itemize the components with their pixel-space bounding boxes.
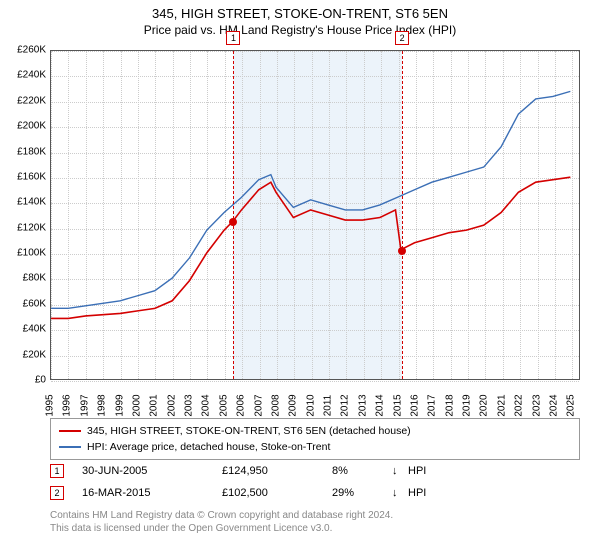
y-tick-label: £200K	[0, 121, 46, 132]
y-tick-label: £80K	[0, 273, 46, 284]
x-tick-label: 2001	[149, 394, 160, 416]
sale-date: 16-MAR-2015	[82, 487, 222, 499]
x-tick-label: 2022	[514, 394, 525, 416]
sale-hpi-label: HPI	[408, 487, 426, 499]
chart-subtitle: Price paid vs. HM Land Registry's House …	[0, 21, 600, 41]
y-tick-label: £160K	[0, 171, 46, 182]
chart-title: 345, HIGH STREET, STOKE-ON-TRENT, ST6 5E…	[0, 0, 600, 21]
down-arrow-icon: ↓	[392, 465, 408, 477]
series-red	[51, 177, 570, 318]
marker-badge: 1	[226, 31, 240, 45]
x-tick-label: 2017	[427, 394, 438, 416]
legend-label: 345, HIGH STREET, STOKE-ON-TRENT, ST6 5E…	[87, 425, 411, 437]
x-tick-label: 2012	[340, 394, 351, 416]
x-tick-label: 1997	[79, 394, 90, 416]
x-tick-label: 1999	[114, 394, 125, 416]
x-tick-label: 2004	[201, 394, 212, 416]
legend-row: 345, HIGH STREET, STOKE-ON-TRENT, ST6 5E…	[59, 423, 571, 439]
legend-swatch-blue	[59, 446, 81, 448]
x-tick-label: 2020	[479, 394, 490, 416]
x-tick-label: 2002	[166, 394, 177, 416]
x-tick-label: 2019	[462, 394, 473, 416]
y-tick-label: £20K	[0, 349, 46, 360]
marker-line	[402, 51, 403, 379]
x-tick-label: 2015	[392, 394, 403, 416]
y-tick-label: £40K	[0, 324, 46, 335]
x-tick-label: 2016	[409, 394, 420, 416]
y-tick-label: £220K	[0, 95, 46, 106]
line-series-svg	[51, 51, 579, 379]
sales-row: 1 30-JUN-2005 £124,950 8% ↓ HPI	[50, 460, 580, 482]
x-tick-label: 2014	[375, 394, 386, 416]
y-tick-label: £140K	[0, 197, 46, 208]
sale-date: 30-JUN-2005	[82, 465, 222, 477]
sale-hpi-label: HPI	[408, 465, 426, 477]
sales-row: 2 16-MAR-2015 £102,500 29% ↓ HPI	[50, 482, 580, 504]
y-tick-label: £240K	[0, 70, 46, 81]
down-arrow-icon: ↓	[392, 487, 408, 499]
x-tick-label: 2025	[566, 394, 577, 416]
y-tick-label: £180K	[0, 146, 46, 157]
x-tick-label: 2008	[270, 394, 281, 416]
x-tick-label: 2024	[548, 394, 559, 416]
y-tick-label: £60K	[0, 298, 46, 309]
x-tick-label: 2009	[288, 394, 299, 416]
series-blue	[51, 91, 570, 308]
x-tick-label: 2006	[236, 394, 247, 416]
marker-dot	[398, 247, 406, 255]
x-tick-label: 2011	[323, 395, 334, 417]
x-tick-label: 1998	[97, 394, 108, 416]
x-tick-label: 1996	[62, 394, 73, 416]
sale-pct: 8%	[332, 465, 392, 477]
marker-badge: 2	[395, 31, 409, 45]
x-tick-label: 2007	[253, 394, 264, 416]
x-tick-label: 2003	[184, 394, 195, 416]
chart-container: 345, HIGH STREET, STOKE-ON-TRENT, ST6 5E…	[0, 0, 600, 560]
sale-price: £102,500	[222, 487, 332, 499]
gridline-h	[51, 381, 579, 382]
legend-row: HPI: Average price, detached house, Stok…	[59, 439, 571, 455]
sales-table: 1 30-JUN-2005 £124,950 8% ↓ HPI 2 16-MAR…	[50, 460, 580, 504]
sale-price: £124,950	[222, 465, 332, 477]
legend-swatch-red	[59, 430, 81, 432]
sale-marker-badge: 2	[50, 486, 64, 500]
legend: 345, HIGH STREET, STOKE-ON-TRENT, ST6 5E…	[50, 418, 580, 460]
x-tick-label: 2010	[305, 394, 316, 416]
x-tick-label: 2018	[444, 394, 455, 416]
y-tick-label: £0	[0, 375, 46, 386]
y-tick-label: £260K	[0, 45, 46, 56]
y-tick-label: £120K	[0, 222, 46, 233]
marker-dot	[229, 218, 237, 226]
plot-area: 12	[50, 50, 580, 380]
footer-attribution: Contains HM Land Registry data © Crown c…	[50, 510, 580, 535]
marker-line	[233, 51, 234, 379]
x-tick-label: 2005	[218, 394, 229, 416]
legend-label: HPI: Average price, detached house, Stok…	[87, 441, 330, 453]
x-tick-label: 2023	[531, 394, 542, 416]
x-tick-label: 2013	[357, 394, 368, 416]
x-tick-label: 1995	[45, 394, 56, 416]
footer-line: Contains HM Land Registry data © Crown c…	[50, 510, 580, 523]
y-tick-label: £100K	[0, 248, 46, 259]
footer-line: This data is licensed under the Open Gov…	[50, 523, 580, 536]
x-tick-label: 2000	[131, 394, 142, 416]
sale-pct: 29%	[332, 487, 392, 499]
x-tick-label: 2021	[496, 394, 507, 416]
sale-marker-badge: 1	[50, 464, 64, 478]
